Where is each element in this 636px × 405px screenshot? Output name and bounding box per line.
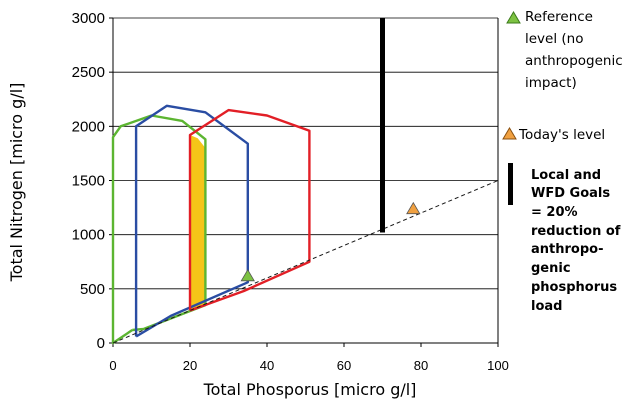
grid-lines bbox=[113, 17, 498, 290]
note-line-2: WFD Goals bbox=[531, 186, 610, 201]
y-tick-label: 2000 bbox=[72, 118, 105, 135]
series-lines bbox=[111, 104, 499, 345]
note-line-8: load bbox=[531, 299, 562, 314]
x-tick-label: 40 bbox=[260, 358, 274, 373]
legend-today-label: Today's level bbox=[518, 127, 605, 143]
legend-reference-line-1: Reference bbox=[525, 9, 593, 25]
y-axis-title: Total Nitrogen [micro g/l] bbox=[7, 83, 26, 283]
note-line-5: anthropo- bbox=[531, 242, 603, 257]
goal-note: Local and WFD Goals = 20% reduction of a… bbox=[508, 163, 621, 314]
x-tick-label: 0 bbox=[109, 358, 116, 373]
x-tick-label: 60 bbox=[337, 358, 351, 373]
legend-today-marker bbox=[502, 127, 517, 140]
shaded-band bbox=[190, 135, 206, 311]
legend: Reference level (no anthropogenic impact… bbox=[502, 9, 623, 143]
x-axis-title: Total Phosporus [micro g/l] bbox=[203, 380, 417, 399]
note-line-1: Local and bbox=[531, 168, 601, 183]
x-tick-label: 20 bbox=[183, 358, 197, 373]
reference-level-marker bbox=[240, 269, 255, 282]
legend-reference-line-2: level (no bbox=[525, 31, 583, 47]
y-tick-label: 2500 bbox=[72, 64, 105, 81]
note-line-3: = 20% bbox=[531, 205, 578, 220]
y-tick-label: 1000 bbox=[72, 227, 105, 244]
series-line-3 bbox=[188, 108, 311, 312]
note-line-6: genic bbox=[531, 261, 571, 276]
note-line-4: reduction of bbox=[531, 224, 621, 239]
legend-reference-line-4: impact) bbox=[525, 75, 577, 91]
x-tick-label: 80 bbox=[414, 358, 428, 373]
x-tick-label: 100 bbox=[487, 358, 509, 373]
axis-ticks: 0 500 1000 1500 2000 2500 3000 0 20 40 60 80 100 bbox=[72, 10, 509, 373]
series-line-2 bbox=[134, 104, 250, 338]
data-points bbox=[240, 201, 421, 282]
legend-reference-marker bbox=[506, 11, 521, 24]
y-tick-label: 3000 bbox=[72, 10, 105, 27]
today-level-marker bbox=[406, 201, 421, 215]
y-tick-label: 1500 bbox=[72, 173, 105, 190]
y-tick-label: 500 bbox=[80, 281, 105, 298]
note-bar-marker bbox=[508, 163, 513, 205]
y-tick-label: 0 bbox=[97, 335, 105, 352]
shaded-band-area bbox=[190, 135, 206, 311]
legend-reference-line-3: anthropogenic bbox=[525, 53, 623, 69]
note-line-7: phosphorus bbox=[531, 280, 617, 295]
